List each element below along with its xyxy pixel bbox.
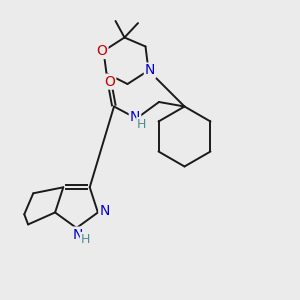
Text: N: N <box>73 228 83 242</box>
Text: N: N <box>145 64 155 77</box>
Text: N: N <box>99 204 110 218</box>
Text: O: O <box>97 44 107 58</box>
Text: O: O <box>104 75 115 88</box>
Text: N: N <box>130 110 140 124</box>
Text: H: H <box>137 118 147 131</box>
Text: H: H <box>81 233 90 246</box>
